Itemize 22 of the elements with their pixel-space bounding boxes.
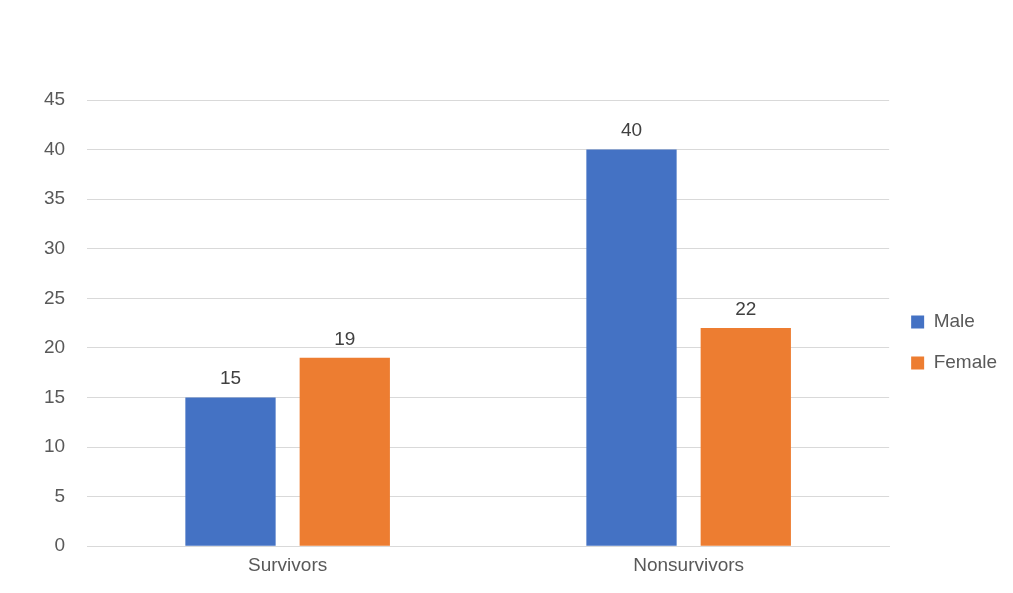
bar (185, 397, 276, 546)
y-tick-label: 20 (43, 336, 66, 358)
x-tick-label: Nonsurvivors (633, 553, 745, 575)
data-label: 40 (620, 119, 643, 141)
y-tick-label: 5 (54, 484, 66, 506)
y-tick-label: 35 (43, 187, 66, 209)
legend-label: Male (933, 310, 975, 332)
data-label: 22 (735, 297, 757, 319)
bar (586, 149, 677, 546)
bar (299, 357, 390, 546)
data-label: 19 (334, 327, 356, 349)
y-tick-label: 30 (43, 236, 66, 258)
legend-label: Female (933, 351, 997, 373)
y-tick-label: 10 (43, 435, 66, 457)
y-tick-label: 45 (43, 88, 66, 110)
data-label: 15 (219, 367, 242, 389)
y-tick-label: 40 (43, 137, 66, 159)
y-tick-label: 15 (43, 385, 66, 407)
y-tick-label: 25 (43, 286, 66, 308)
x-tick-label: Survivors (248, 553, 328, 575)
bar (700, 328, 791, 546)
y-tick-label: 0 (54, 534, 66, 556)
